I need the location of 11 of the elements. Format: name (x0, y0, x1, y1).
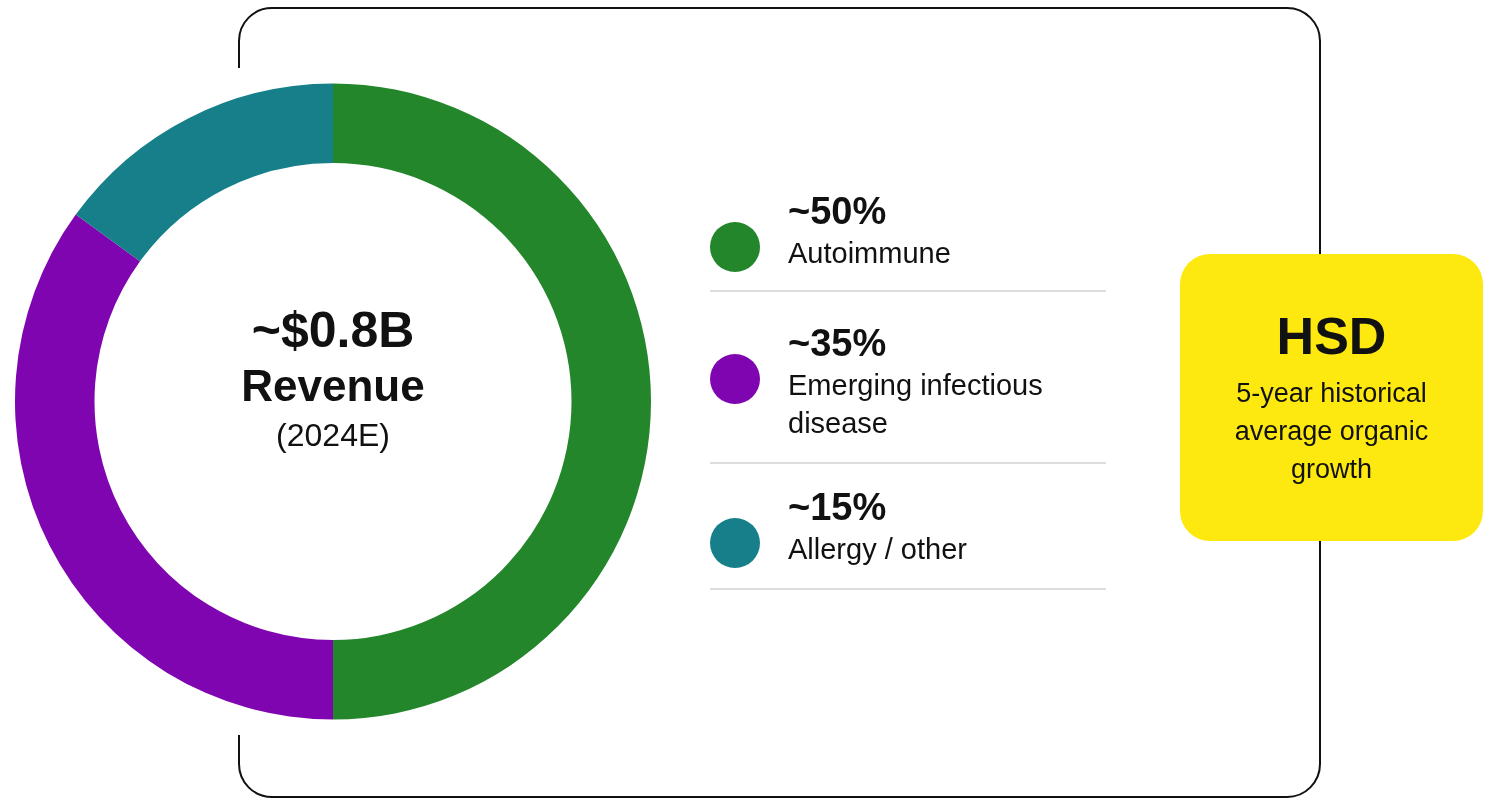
data-label: ~15% (788, 485, 888, 530)
legend-label: Emerging infectious disease (788, 369, 1043, 439)
text: Revenue (240, 360, 426, 412)
text: 5-year historical average organic growth (1233, 377, 1430, 486)
text: (2024E) (275, 416, 391, 455)
data-label: ~50% (788, 189, 888, 234)
text: HSD (1275, 306, 1388, 366)
data-label: ~35% (788, 321, 888, 366)
text: ~$0.8B (250, 301, 416, 360)
legend-label: Autoimmune (788, 237, 951, 269)
legend-label: Allergy / other (788, 533, 967, 565)
